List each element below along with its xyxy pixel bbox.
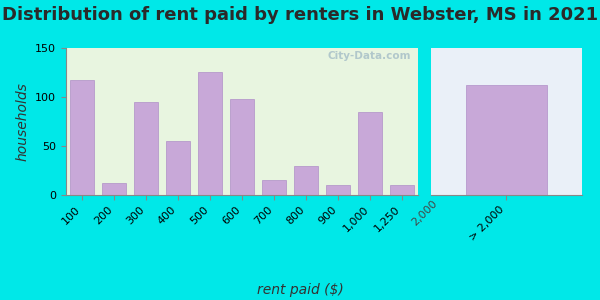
Bar	[134, 102, 158, 195]
Text: Distribution of rent paid by renters in Webster, MS in 2021: Distribution of rent paid by renters in …	[2, 6, 598, 24]
Bar	[466, 85, 547, 195]
Bar	[358, 112, 382, 195]
Bar	[230, 99, 254, 195]
Text: 2,000: 2,000	[410, 198, 439, 227]
Bar	[198, 73, 222, 195]
Bar	[102, 183, 126, 195]
Y-axis label: households: households	[16, 82, 30, 161]
Bar	[70, 80, 94, 195]
Bar	[294, 166, 318, 195]
Text: City-Data.com: City-Data.com	[328, 51, 412, 61]
Bar	[166, 141, 190, 195]
Text: rent paid ($): rent paid ($)	[257, 283, 343, 297]
Bar	[391, 185, 415, 195]
Bar	[326, 185, 350, 195]
Bar	[262, 180, 286, 195]
